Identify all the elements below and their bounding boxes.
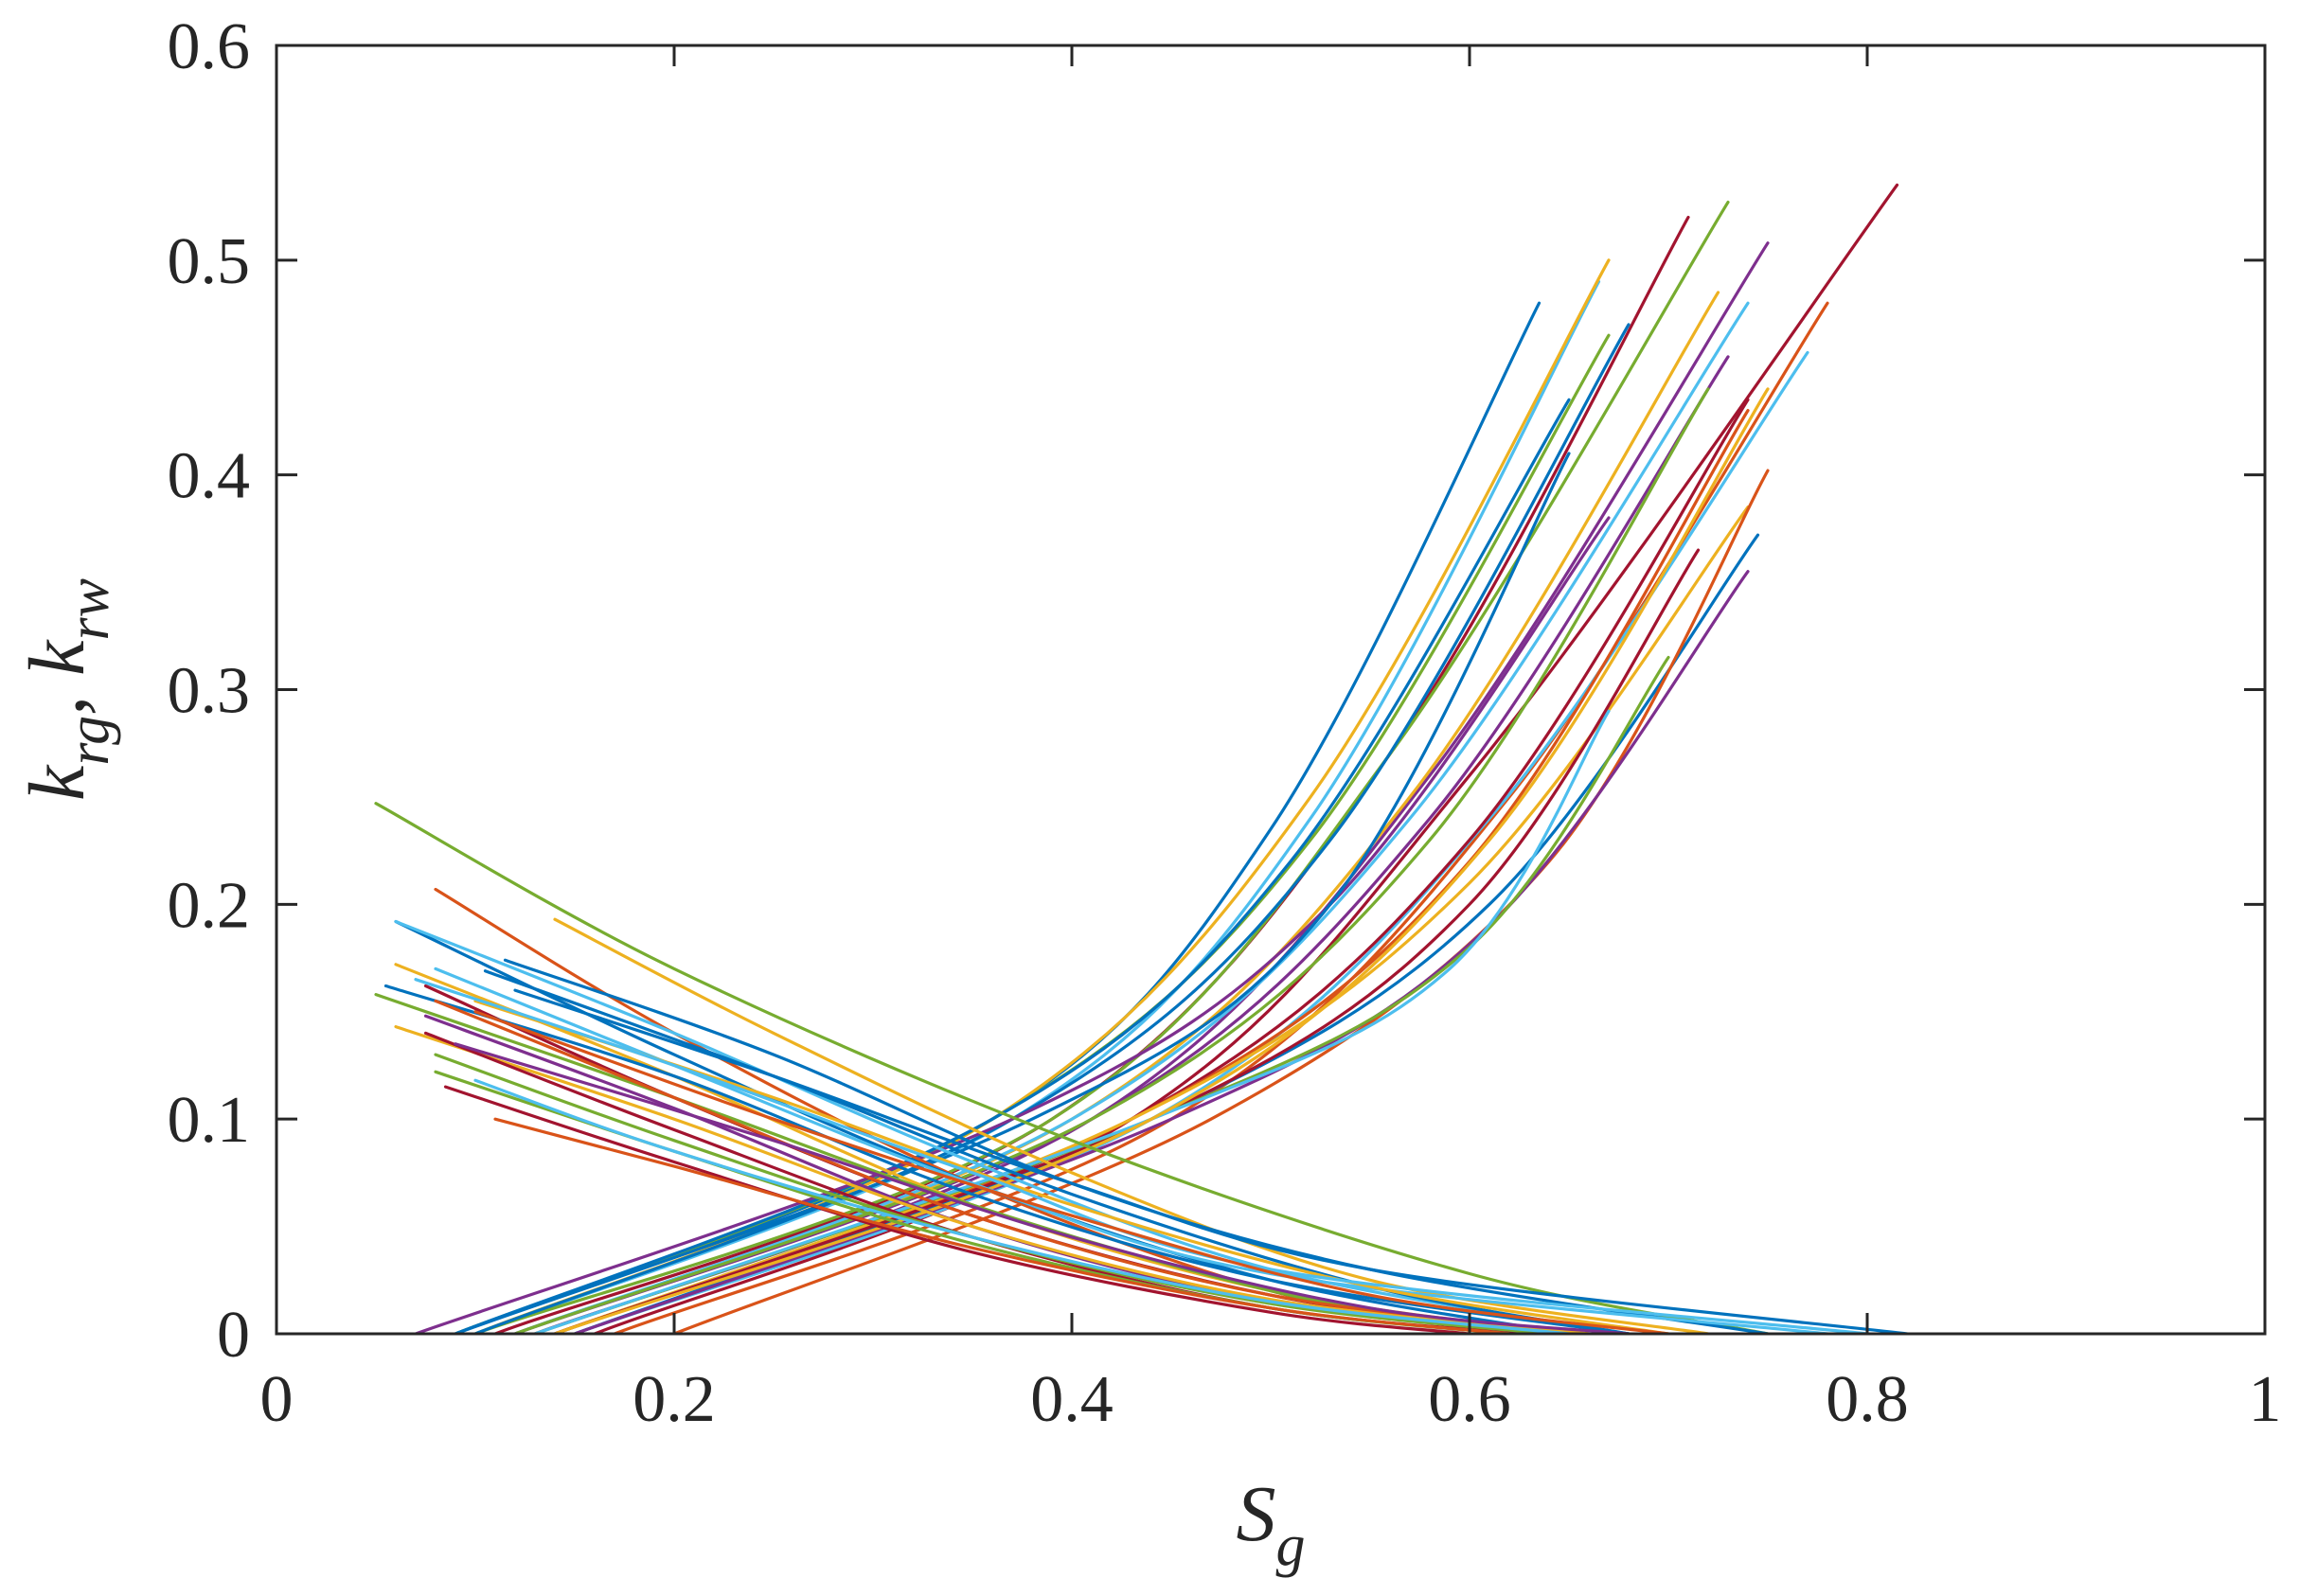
series-line-krw-32: [553, 917, 1710, 1334]
series-line-krg-19: [553, 505, 1750, 1334]
series-line-krw-51: [414, 978, 1869, 1334]
series-line-krw-49: [513, 988, 1909, 1334]
y-tick-label-2: 0.2: [168, 869, 251, 942]
series-line-krw-35: [483, 969, 1631, 1334]
series-line-krg-21: [672, 469, 1770, 1334]
series-line-krw-46: [473, 1078, 1571, 1334]
y-tick-label-3: 0.3: [168, 655, 251, 728]
series-line-krg-23: [553, 548, 1701, 1334]
series-line-krg-18: [414, 516, 1611, 1334]
x-tick-label-4: 0.8: [1826, 1363, 1909, 1436]
series-line-krw-40: [434, 999, 1591, 1334]
series-line-krg-0: [454, 301, 1542, 1334]
series-line-krw-39: [383, 984, 1631, 1334]
series-line-krg-16: [454, 398, 1571, 1334]
series-line-krg-27: [553, 387, 1770, 1334]
series-line-krg-25: [533, 709, 1611, 1334]
y-tick-label-5: 0.5: [168, 225, 251, 298]
x-axis-label: Sg: [1237, 1470, 1306, 1578]
y-axis-label: krg, krw: [13, 578, 121, 801]
series-line-krg-10: [473, 323, 1631, 1334]
series-line-krg-4: [473, 201, 1730, 1334]
series-line-krw-47: [443, 1085, 1471, 1334]
series-line-krg-14: [513, 387, 1710, 1334]
y-tick-label-4: 0.4: [168, 440, 251, 513]
x-tick-label-3: 0.6: [1428, 1363, 1511, 1436]
x-tick-label-0: 0: [260, 1363, 294, 1436]
x-tick-label-1: 0.2: [633, 1363, 716, 1436]
series-line-krg-22: [573, 570, 1750, 1334]
series-line-krw-48: [493, 1117, 1511, 1334]
series-line-krg-26: [454, 452, 1571, 1334]
y-tick-label-0: 0: [217, 1299, 250, 1372]
series-line-krw-31: [394, 919, 1631, 1334]
series-line-krw-52: [473, 1010, 1670, 1334]
x-tick-label-5: 1: [2249, 1363, 2282, 1436]
y-tick-label-1: 0.1: [168, 1084, 251, 1157]
series-group: [374, 183, 1909, 1334]
labels-group: 0 0.2 0.4 0.6 0.8 1 0 0.1 0.2 0.3 0.4 0.5 0.6 Sg krg, …: [13, 10, 2282, 1578]
series-line-krw-53: [454, 1042, 1631, 1334]
series-line-krg-5: [593, 183, 1899, 1334]
series-line-krg-13: [573, 350, 1809, 1334]
x-tick-label-2: 0.4: [1030, 1363, 1114, 1436]
axes-group: [275, 44, 2267, 1336]
y-tick-label-6: 0.6: [168, 10, 251, 83]
